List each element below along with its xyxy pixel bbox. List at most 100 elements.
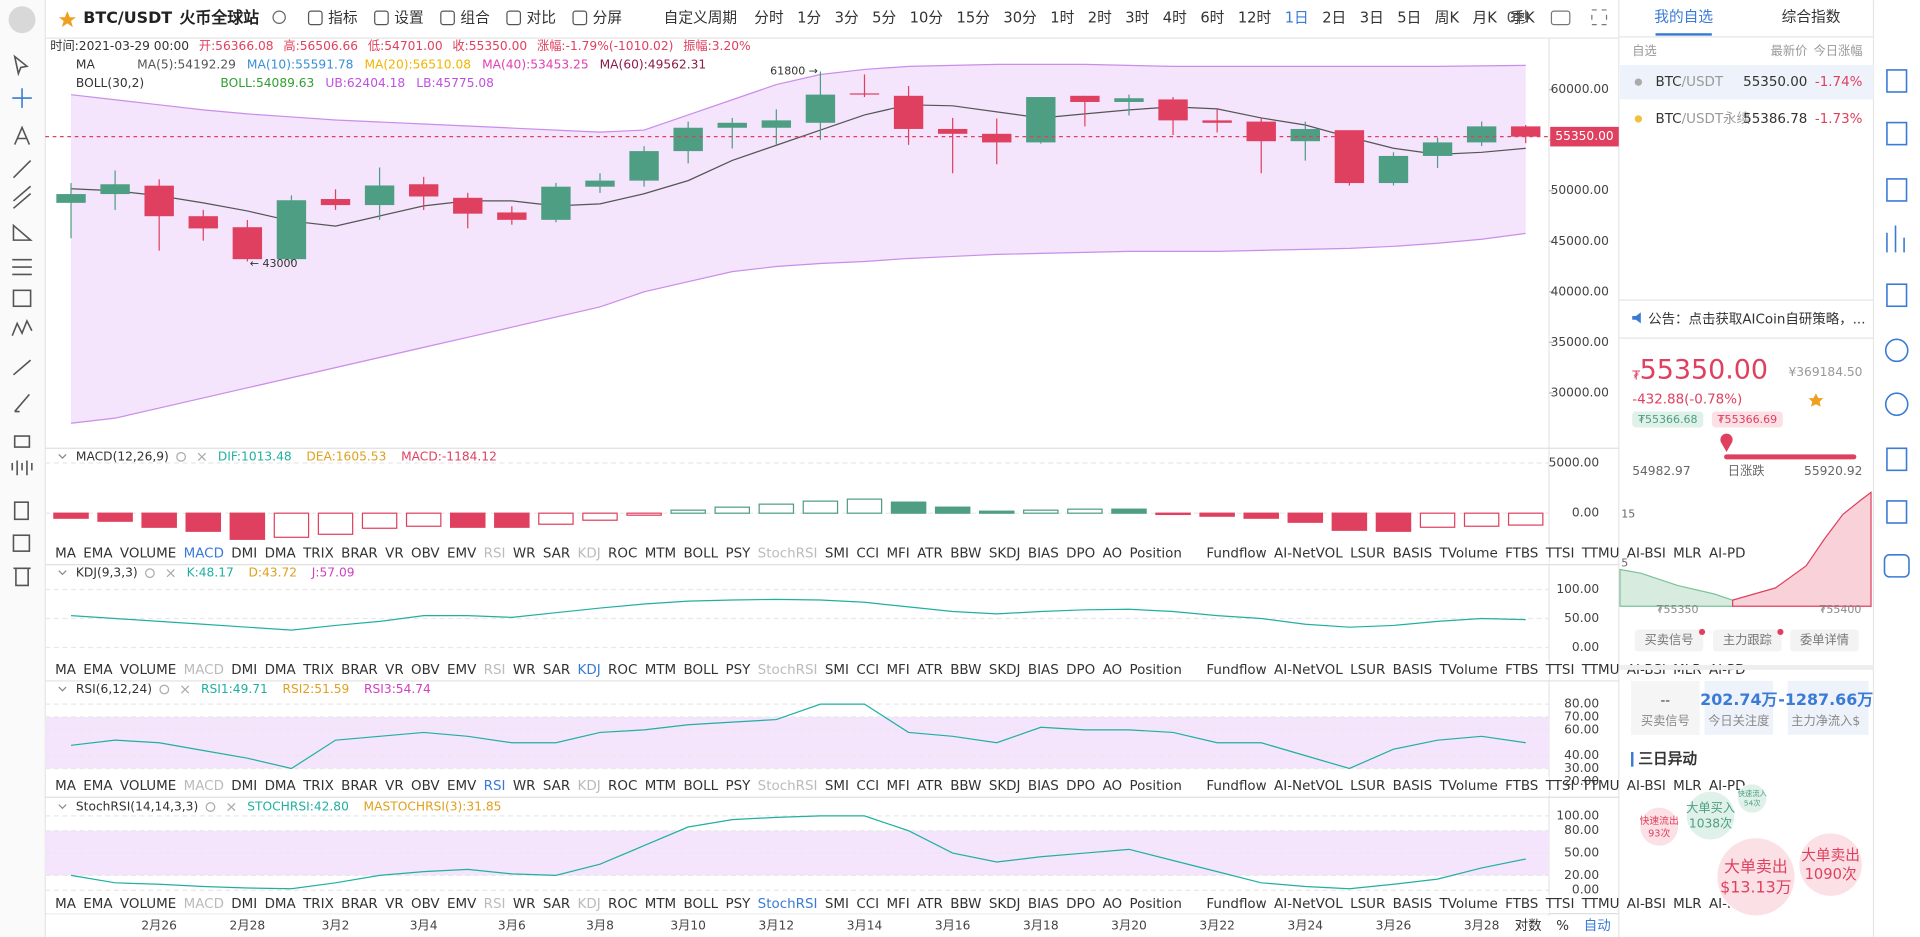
indicator-tab[interactable]: MA <box>55 547 77 562</box>
indicator-tab[interactable]: MFI <box>886 897 909 912</box>
indicator-tab[interactable]: MACD <box>184 663 224 678</box>
close-icon[interactable] <box>166 569 175 578</box>
indicator-tab[interactable]: AI-NetVOL <box>1274 779 1343 794</box>
side-icon[interactable] <box>1886 178 1908 202</box>
lock-icon[interactable] <box>13 435 31 448</box>
indicator-tab[interactable]: SAR <box>543 897 570 912</box>
indicator-tab[interactable]: DMA <box>265 547 297 562</box>
tool-button[interactable]: 指标 <box>328 10 358 27</box>
pen-icon[interactable] <box>14 393 30 413</box>
indicator-tab[interactable]: StochRSI <box>758 547 818 562</box>
indicator-tab[interactable]: TTSI <box>1545 779 1575 794</box>
indicator-tab[interactable]: TVolume <box>1438 547 1497 562</box>
indicator-tab[interactable]: BRAR <box>341 897 378 912</box>
axis-control[interactable]: % <box>1556 919 1569 934</box>
indicator-tab[interactable]: TVolume <box>1438 663 1497 678</box>
side-icon[interactable] <box>1886 500 1908 524</box>
tool-icon[interactable] <box>307 10 323 26</box>
crosshair-icon[interactable] <box>12 88 32 108</box>
indicator-tab[interactable]: StochRSI <box>758 663 818 678</box>
indicator-tab[interactable]: TVolume <box>1438 897 1497 912</box>
side-icon[interactable] <box>1884 392 1909 417</box>
indicator-tab[interactable]: RSI <box>484 779 506 794</box>
period-button[interactable]: 6时 <box>1200 10 1224 27</box>
indicator-tab[interactable]: MA <box>55 663 77 678</box>
indicator-tab[interactable]: PSY <box>725 897 751 912</box>
indicator-tab[interactable]: EMV <box>447 663 477 678</box>
indicator-tab[interactable]: TTMU <box>1581 779 1620 794</box>
indicator-tab[interactable]: BASIS <box>1393 897 1432 912</box>
period-button[interactable]: 季K <box>1510 10 1535 27</box>
indicator-tab[interactable]: WR <box>513 547 536 562</box>
indicator-tab[interactable]: BIAS <box>1028 897 1059 912</box>
indicator-tab[interactable]: BASIS <box>1393 663 1432 678</box>
indicator-tab[interactable]: LSUR <box>1350 779 1385 794</box>
indicator-tab[interactable]: MA <box>55 779 77 794</box>
indicator-tab[interactable]: AI-BSI <box>1627 779 1666 794</box>
indicator-tab[interactable]: TRIX <box>302 663 334 678</box>
indicator-tab[interactable]: ATR <box>917 663 943 678</box>
row-highlight[interactable] <box>1620 65 1874 100</box>
indicator-tab[interactable]: WR <box>513 897 536 912</box>
indicator-tab[interactable]: MACD <box>184 779 224 794</box>
period-button[interactable]: 1分 <box>797 10 821 27</box>
indicator-tab[interactable]: TTMU <box>1581 897 1620 912</box>
indicator-tab[interactable]: BIAS <box>1028 779 1059 794</box>
indicator-tab[interactable]: AI-PD <box>1709 779 1746 794</box>
activity-bubble[interactable] <box>1736 783 1768 814</box>
indicator-tab[interactable]: TTSI <box>1545 547 1575 562</box>
indicator-tab[interactable]: PSY <box>725 547 751 562</box>
indicator-tab[interactable]: BBW <box>950 897 981 912</box>
period-button[interactable]: 1时 <box>1050 10 1074 27</box>
indicator-tab[interactable]: Position <box>1129 897 1181 912</box>
indicator-tab[interactable]: RSI <box>484 547 506 562</box>
custom-period[interactable]: 自定义周期 <box>664 10 737 27</box>
indicator-tab[interactable]: VOLUME <box>120 897 176 912</box>
indicator-tab[interactable]: TRIX <box>302 897 334 912</box>
indicator-tab[interactable]: BOLL <box>684 547 719 562</box>
tool-icon[interactable] <box>374 10 389 26</box>
indicator-tab[interactable]: DPO <box>1066 663 1095 678</box>
close-icon[interactable] <box>180 685 190 694</box>
side-icon[interactable] <box>1884 338 1909 363</box>
tab-button[interactable] <box>1634 629 1704 652</box>
indicator-tab[interactable]: OBV <box>411 663 440 678</box>
indicator-tab[interactable]: MA <box>55 897 77 912</box>
indicator-tab[interactable]: BASIS <box>1393 547 1432 562</box>
collapse-icon[interactable] <box>58 686 67 692</box>
search-icon[interactable] <box>272 10 286 25</box>
period-button[interactable]: 5日 <box>1397 10 1421 27</box>
indicator-tab[interactable]: StochRSI <box>758 897 818 912</box>
indicator-tab[interactable]: FTBS <box>1505 897 1538 912</box>
indicator-tab[interactable]: SKDJ <box>989 663 1021 678</box>
indicator-tab[interactable]: ATR <box>917 547 943 562</box>
indicator-tab[interactable]: ROC <box>608 663 637 678</box>
indicator-tab[interactable]: ROC <box>608 897 637 912</box>
period-button[interactable]: 4时 <box>1163 10 1187 27</box>
activity-bubble[interactable] <box>1685 790 1736 841</box>
indicator-tab[interactable]: MTM <box>645 897 676 912</box>
tool-icon[interactable] <box>440 10 455 26</box>
collapse-icon[interactable] <box>58 453 67 459</box>
axis-control[interactable]: 自动 <box>1584 918 1611 934</box>
indicator-tab[interactable]: Fundflow <box>1206 663 1266 678</box>
indicator-tab[interactable]: MFI <box>886 663 909 678</box>
indicator-tab[interactable]: AO <box>1103 779 1123 794</box>
collapse-icon[interactable] <box>58 804 67 810</box>
note-icon[interactable] <box>13 501 29 521</box>
indicator-tab[interactable]: RSI <box>484 897 506 912</box>
indicator-tab[interactable]: Fundflow <box>1206 547 1266 562</box>
indicator-tab[interactable]: AO <box>1103 897 1123 912</box>
indicator-tab[interactable]: BOLL <box>684 897 719 912</box>
side-icon[interactable] <box>1886 69 1908 93</box>
indicator-tab[interactable]: BRAR <box>341 547 378 562</box>
indicator-tab[interactable]: MFI <box>886 547 909 562</box>
notice[interactable]: 公告：点击获取AICoin自研策略，... <box>1648 311 1865 328</box>
indicator-tab[interactable]: VOLUME <box>120 779 176 794</box>
axis-control[interactable]: 对数 <box>1515 918 1542 934</box>
indicator-tab[interactable]: EMV <box>447 547 477 562</box>
indicator-tab[interactable]: LSUR <box>1350 897 1385 912</box>
indicator-tab[interactable]: VR <box>385 663 404 678</box>
indicator-tab[interactable]: KDJ <box>578 547 601 562</box>
indicator-tab[interactable]: BBW <box>950 663 981 678</box>
